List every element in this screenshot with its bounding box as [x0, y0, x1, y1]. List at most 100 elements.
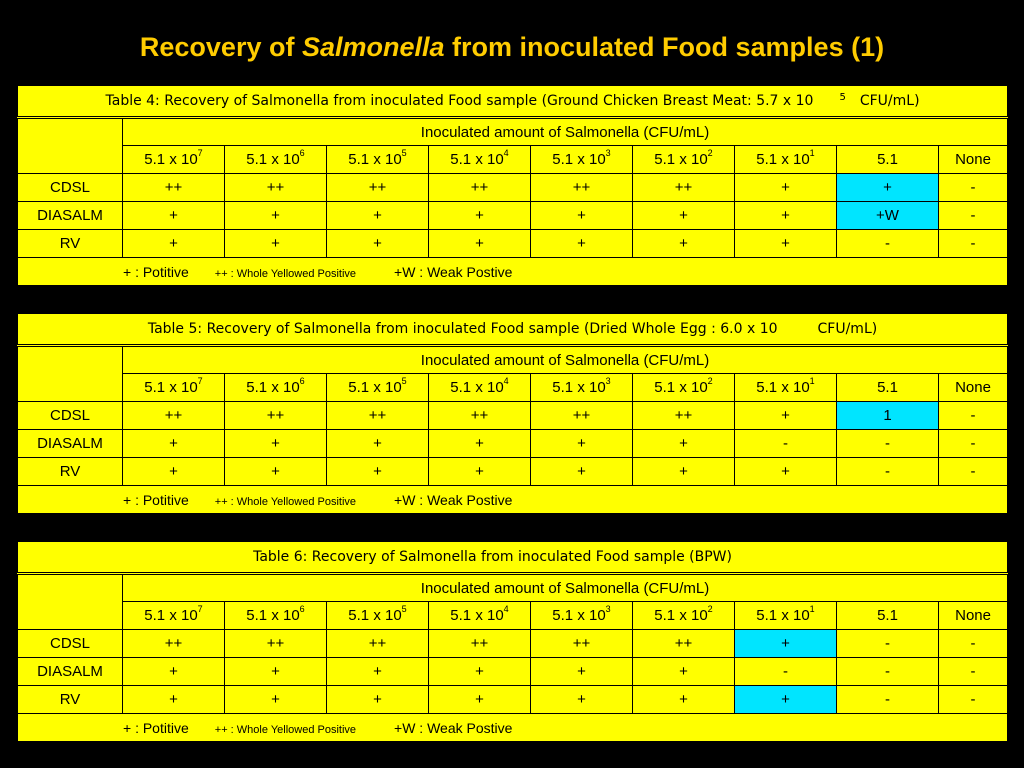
- result-cell: -: [937, 173, 1009, 202]
- result-cell: +: [224, 657, 327, 686]
- result-cell: +: [632, 429, 735, 458]
- result-cell: +: [428, 229, 531, 258]
- table-row: CDSL ++ ++ ++ ++ ++ ++ + - -: [17, 629, 1009, 658]
- medium-label: CDSL: [17, 401, 123, 430]
- result-cell: -: [937, 429, 1009, 458]
- concentration-base: 5.1: [877, 607, 898, 624]
- table-row: RV + + + + + + + - -: [17, 229, 1009, 258]
- concentration-base: 5.1 x 10: [450, 151, 504, 168]
- concentration-base: 5.1 x 10: [654, 379, 708, 396]
- result-cell: -: [937, 457, 1009, 486]
- concentration-base: 5.1 x 10: [552, 151, 606, 168]
- medium-label: RV: [17, 229, 123, 258]
- concentration-header: 5.1 x 103: [530, 601, 633, 630]
- table-caption: Table 4: Recovery of Salmonella from ino…: [16, 85, 1009, 119]
- concentration-header: 5.1 x 103: [530, 373, 633, 402]
- inoculated-header: Inoculated amount of Salmonella (CFU/mL): [121, 345, 1009, 374]
- concentration-header: 5.1 x 102: [632, 145, 735, 174]
- result-cell: -: [937, 401, 1009, 430]
- result-cell: +: [326, 201, 429, 230]
- result-cell: +: [632, 201, 735, 230]
- result-cell: +: [326, 657, 429, 686]
- medium-label: CDSL: [17, 629, 123, 658]
- concentration-exponent: 5: [401, 604, 407, 614]
- concentration-header: 5.1 x 106: [224, 145, 327, 174]
- concentration-exponent: 1: [809, 376, 815, 386]
- concentration-base: None: [955, 607, 991, 624]
- result-cell: +: [326, 429, 429, 458]
- result-cell: -: [836, 629, 939, 658]
- concentration-header: 5.1 x 104: [428, 601, 531, 630]
- inoculated-header: Inoculated amount of Salmonella (CFU/mL): [121, 573, 1009, 602]
- empty-header-cell: [17, 117, 123, 174]
- concentration-header: 5.1 x 105: [326, 373, 429, 402]
- concentration-exponent: 4: [503, 376, 509, 386]
- inoculated-header-row: Inoculated amount of Salmonella (CFU/mL): [17, 573, 1009, 630]
- result-cell: +: [224, 685, 327, 714]
- result-cell: -: [734, 429, 837, 458]
- concentration-base: 5.1 x 10: [144, 607, 198, 624]
- concentration-row: 5.1 x 107 5.1 x 106 5.1 x 105 5.1 x 104 5.1 …: [18, 601, 1009, 630]
- medium-label: RV: [17, 457, 123, 486]
- result-cell: +: [530, 201, 633, 230]
- concentration-base: 5.1 x 10: [348, 379, 402, 396]
- concentration-header: 5.1 x 104: [428, 373, 531, 402]
- result-cell: +: [122, 201, 225, 230]
- table-row: RV + + + + + + + - -: [17, 685, 1009, 714]
- result-cell: +: [530, 657, 633, 686]
- concentration-header: 5.1: [836, 601, 939, 630]
- table-row: DIASALM + + + + + + - - -: [17, 429, 1009, 458]
- result-cell: -: [836, 229, 939, 258]
- concentration-base: 5.1 x 10: [450, 607, 504, 624]
- result-cell: -: [836, 685, 939, 714]
- concentration-exponent: 2: [707, 376, 713, 386]
- caption-text: Table 4: Recovery of Salmonella from ino…: [105, 93, 814, 109]
- result-cell: +: [122, 657, 225, 686]
- result-cell: -: [937, 685, 1009, 714]
- concentration-exponent: 6: [299, 376, 305, 386]
- table-caption-row: Table 5: Recovery of Salmonella from ino…: [16, 313, 1009, 347]
- concentration-exponent: 4: [503, 148, 509, 158]
- concentration-base: 5.1 x 10: [654, 607, 708, 624]
- result-cell: +: [122, 457, 225, 486]
- legend-weak: +W : Weak Postive: [394, 491, 513, 508]
- concentration-header: 5.1 x 102: [632, 373, 735, 402]
- concentration-base: 5.1 x 10: [348, 607, 402, 624]
- result-cell: -: [937, 229, 1009, 258]
- result-cell: +: [632, 457, 735, 486]
- title-italic: Salmonella: [301, 32, 445, 62]
- result-cell: +: [428, 201, 531, 230]
- result-cell: +: [632, 229, 735, 258]
- concentration-header: 5.1 x 107: [122, 601, 225, 630]
- inoculated-header: Inoculated amount of Salmonella (CFU/mL): [121, 117, 1009, 146]
- empty-header-cell: [17, 573, 123, 630]
- concentration-base: 5.1 x 10: [450, 379, 504, 396]
- concentration-header: None: [937, 601, 1009, 630]
- result-cell: +: [530, 457, 633, 486]
- result-cell: +: [428, 457, 531, 486]
- concentration-exponent: 4: [503, 604, 509, 614]
- concentration-base: 5.1 x 10: [144, 151, 198, 168]
- concentration-exponent: 6: [299, 604, 305, 614]
- result-cell: ++: [122, 401, 225, 430]
- concentration-header: 5.1 x 103: [530, 145, 633, 174]
- table-caption-row: Table 4: Recovery of Salmonella from ino…: [16, 85, 1009, 119]
- result-cell: +: [326, 685, 429, 714]
- table-row: DIASALM + + + + + + - - -: [17, 657, 1009, 686]
- concentration-exponent: 7: [197, 376, 203, 386]
- concentration-header: 5.1 x 101: [734, 373, 837, 402]
- concentration-base: 5.1: [877, 151, 898, 168]
- concentration-header: 5.1 x 105: [326, 145, 429, 174]
- concentration-exponent: 1: [809, 604, 815, 614]
- inoculated-header-row: Inoculated amount of Salmonella (CFU/mL): [17, 117, 1009, 174]
- medium-label: DIASALM: [17, 201, 123, 230]
- concentration-header: 5.1 x 106: [224, 601, 327, 630]
- concentration-exponent: 5: [401, 148, 407, 158]
- result-cell: +: [734, 401, 837, 430]
- concentration-exponent: 7: [197, 148, 203, 158]
- result-cell: ++: [326, 629, 429, 658]
- legend-row: + : Potitive ++ : Whole Yellowed Positive…: [16, 257, 1009, 286]
- result-cell: -: [836, 457, 939, 486]
- result-cell: -: [937, 629, 1009, 658]
- concentration-exponent: 7: [197, 604, 203, 614]
